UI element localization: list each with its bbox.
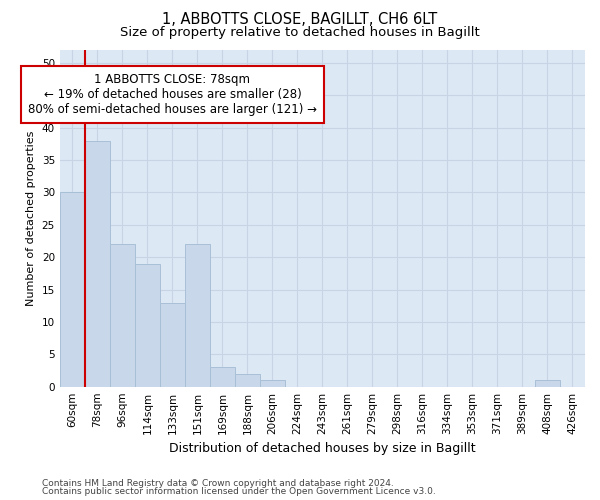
Text: 1, ABBOTTS CLOSE, BAGILLT, CH6 6LT: 1, ABBOTTS CLOSE, BAGILLT, CH6 6LT bbox=[163, 12, 437, 28]
Bar bbox=[185, 244, 210, 386]
Bar bbox=[535, 380, 560, 386]
Bar bbox=[85, 140, 110, 386]
X-axis label: Distribution of detached houses by size in Bagillt: Distribution of detached houses by size … bbox=[169, 442, 476, 455]
Bar bbox=[160, 302, 185, 386]
Text: Contains public sector information licensed under the Open Government Licence v3: Contains public sector information licen… bbox=[42, 487, 436, 496]
Text: Contains HM Land Registry data © Crown copyright and database right 2024.: Contains HM Land Registry data © Crown c… bbox=[42, 478, 394, 488]
Bar bbox=[60, 192, 85, 386]
Text: Size of property relative to detached houses in Bagillt: Size of property relative to detached ho… bbox=[120, 26, 480, 39]
Bar bbox=[235, 374, 260, 386]
Y-axis label: Number of detached properties: Number of detached properties bbox=[26, 130, 36, 306]
Bar bbox=[210, 368, 235, 386]
Text: 1 ABBOTTS CLOSE: 78sqm
← 19% of detached houses are smaller (28)
80% of semi-det: 1 ABBOTTS CLOSE: 78sqm ← 19% of detached… bbox=[28, 72, 317, 116]
Bar bbox=[110, 244, 135, 386]
Bar bbox=[260, 380, 285, 386]
Bar bbox=[135, 264, 160, 386]
